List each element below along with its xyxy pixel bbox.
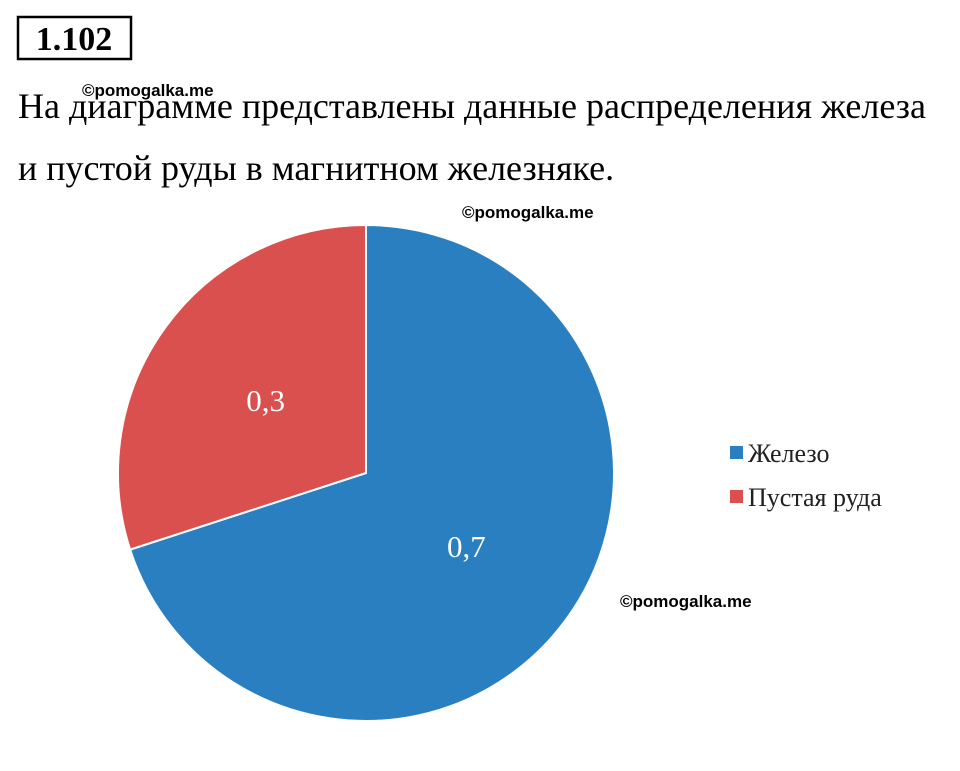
text-line: На диаграмме представлены данные распред… xyxy=(18,86,926,126)
problem-box xyxy=(16,15,133,61)
text-line: и пустой руды в магнитном железняке. xyxy=(18,148,614,188)
value-label: 0,7 xyxy=(447,529,486,564)
chart: 0,7 0,3 Железо Пустая руда xyxy=(117,223,882,722)
legend-label: Пустая руда xyxy=(748,483,882,512)
watermark: ©pomogalka.me xyxy=(620,592,752,611)
legend-label: Железо xyxy=(748,439,829,468)
watermark: ©pomogalka.me xyxy=(82,81,214,100)
value-label: 0,3 xyxy=(246,383,285,418)
pie-slice xyxy=(117,223,367,551)
problem-number: 1.102 xyxy=(36,21,113,58)
pie-slice xyxy=(128,223,615,722)
watermark: ©pomogalka.me xyxy=(462,203,594,222)
legend-swatch xyxy=(730,490,743,503)
legend-swatch xyxy=(730,446,743,459)
